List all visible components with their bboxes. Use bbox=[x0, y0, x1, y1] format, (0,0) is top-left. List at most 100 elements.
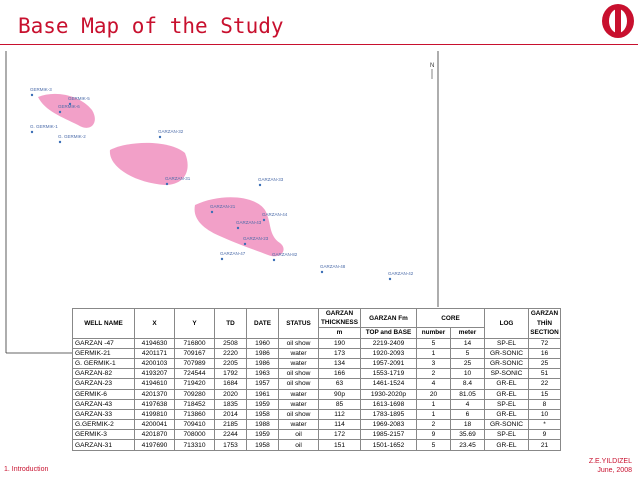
header-cell: number bbox=[416, 327, 451, 339]
table-cell: 709167 bbox=[174, 347, 215, 359]
table-cell: GARZAN-43 bbox=[72, 398, 135, 410]
table-cell: 1986 bbox=[246, 347, 279, 359]
table-cell: 4201171 bbox=[134, 347, 175, 359]
well-label: GERMIK-5 bbox=[68, 96, 90, 101]
table-cell: 8 bbox=[528, 398, 561, 410]
well-marker bbox=[58, 110, 62, 114]
well-marker bbox=[243, 242, 247, 246]
well-label: GARZAN-33 bbox=[258, 177, 284, 182]
table-cell: 21 bbox=[528, 439, 561, 451]
table-cell: 718452 bbox=[174, 398, 215, 410]
table-cell: 1 bbox=[416, 347, 451, 359]
table-cell: 20 bbox=[416, 388, 451, 400]
table-cell: 10 bbox=[450, 368, 485, 380]
well-label: GARZAN-48 bbox=[320, 264, 346, 269]
table-cell: 9 bbox=[528, 429, 561, 441]
table-cell: 4199810 bbox=[134, 408, 175, 421]
table-cell: 1501-1652 bbox=[360, 439, 417, 451]
table-cell: 707989 bbox=[174, 357, 215, 370]
well-marker bbox=[262, 218, 266, 222]
well-label: GERMIK-3 bbox=[30, 87, 52, 92]
table-cell: 1792 bbox=[214, 368, 247, 380]
table-cell: 4194630 bbox=[134, 337, 175, 349]
table-cell: 16 bbox=[528, 347, 561, 359]
table-cell: 15 bbox=[528, 388, 561, 400]
table-cell: 81.05 bbox=[450, 388, 485, 400]
table-cell: 1835 bbox=[214, 398, 247, 410]
well-label: G. GERMIK-2 bbox=[58, 134, 86, 139]
footer-section: 1. Introduction bbox=[4, 466, 49, 473]
table-cell: G. GERMIK-1 bbox=[72, 357, 135, 370]
table-cell: oil bbox=[278, 429, 319, 441]
well-marker bbox=[158, 135, 162, 139]
table-cell: 5 bbox=[450, 347, 485, 359]
table-cell: 166 bbox=[318, 368, 361, 380]
table-cell: 2020 bbox=[214, 388, 247, 400]
header-cell: DATE bbox=[246, 308, 279, 339]
table-row: G.GERMIK-2 4200041 709410 2185 1988 water 114 1… bbox=[72, 419, 561, 431]
table-cell: GERMIK-6 bbox=[72, 388, 135, 400]
table-row: GERMIK-3 4201870 708000 2244 1959 oil 172 1985-… bbox=[72, 429, 561, 441]
table-row: GARZAN-33 4199810 713860 2014 1958 oil show 11… bbox=[72, 408, 561, 421]
table-cell: 172 bbox=[318, 429, 361, 441]
table-cell: 1684 bbox=[214, 378, 247, 390]
table-cell: 14 bbox=[450, 337, 485, 349]
table-cell: 4201370 bbox=[134, 388, 175, 400]
footer-author: Z.E.YILDIZEL bbox=[588, 458, 632, 465]
table-cell: 2244 bbox=[214, 429, 247, 441]
table-cell: 90p bbox=[318, 388, 361, 400]
table-cell: SP-EL bbox=[484, 429, 529, 441]
logo bbox=[602, 4, 634, 38]
well-label: GARZAN-47 bbox=[220, 251, 246, 256]
well-table: WELL NAME X Y TD DATE STATUS GARZAN GARZ… bbox=[72, 307, 561, 451]
well-marker bbox=[30, 130, 34, 134]
well-marker bbox=[272, 258, 276, 262]
table-cell: 1783-1895 bbox=[360, 408, 417, 421]
table-cell: 1960 bbox=[246, 337, 279, 349]
well-label: GARZAN-44 bbox=[262, 212, 288, 217]
table-cell: 713860 bbox=[174, 408, 215, 421]
table-row: GERMIK-6 4201370 709280 2020 1961 water 90p 193… bbox=[72, 388, 561, 400]
table-cell: GR-EL bbox=[484, 388, 529, 400]
north-label: N bbox=[430, 63, 434, 69]
table-cell: oil show bbox=[278, 337, 319, 349]
table-row: GERMIK-21 4201171 709167 2220 1986 water 173 19… bbox=[72, 347, 561, 359]
table-row: GARZAN-82 4193207 724544 1792 1963 oil show 16… bbox=[72, 368, 561, 380]
table-cell: 5 bbox=[416, 337, 451, 349]
table-cell: 2220 bbox=[214, 347, 247, 359]
table-cell: 25 bbox=[528, 357, 561, 370]
table-cell: GR-SONIC bbox=[484, 419, 529, 431]
table-cell: 151 bbox=[318, 439, 361, 451]
table-cell: 2205 bbox=[214, 357, 247, 370]
table-cell: 72 bbox=[528, 337, 561, 349]
header-cell: THICKNESS bbox=[318, 318, 361, 329]
table-cell: 1613-1698 bbox=[360, 398, 417, 410]
table-cell: 35.69 bbox=[450, 429, 485, 441]
table-cell: 1986 bbox=[246, 357, 279, 370]
table-body: GARZAN -47 4194630 716800 2508 1960 oil show 1… bbox=[72, 337, 561, 451]
table-cell: 4197690 bbox=[134, 439, 175, 451]
title-rule bbox=[0, 44, 638, 45]
table-cell: 134 bbox=[318, 357, 361, 370]
table-cell: 1963 bbox=[246, 368, 279, 380]
header-cell: GARZAN bbox=[528, 308, 561, 319]
well-label: GARZAN-32 bbox=[158, 129, 184, 134]
table-cell: 1553-1719 bbox=[360, 368, 417, 380]
table-cell: GARZAN-31 bbox=[72, 439, 135, 451]
well-label: GARZAN-43 bbox=[236, 220, 262, 225]
table-cell: 1988 bbox=[246, 419, 279, 431]
header-cell: m bbox=[318, 327, 361, 339]
table-cell: GR-EL bbox=[484, 439, 529, 451]
table-cell: 1920-2093 bbox=[360, 347, 417, 359]
table-cell: 4194610 bbox=[134, 378, 175, 390]
table-cell: * bbox=[528, 419, 561, 431]
header-cell: TD bbox=[214, 308, 247, 339]
header-cell: SECTION bbox=[528, 327, 561, 339]
well-marker bbox=[320, 270, 324, 274]
well-label: GERMIK-6 bbox=[58, 104, 80, 109]
table-cell: 18 bbox=[450, 419, 485, 431]
header-cell: GARZAN bbox=[318, 308, 361, 319]
table-row: GARZAN-23 4194610 719420 1684 1957 oil show 63… bbox=[72, 378, 561, 390]
table-cell: oil show bbox=[278, 408, 319, 421]
well-label: GARZAN-21 bbox=[210, 204, 236, 209]
